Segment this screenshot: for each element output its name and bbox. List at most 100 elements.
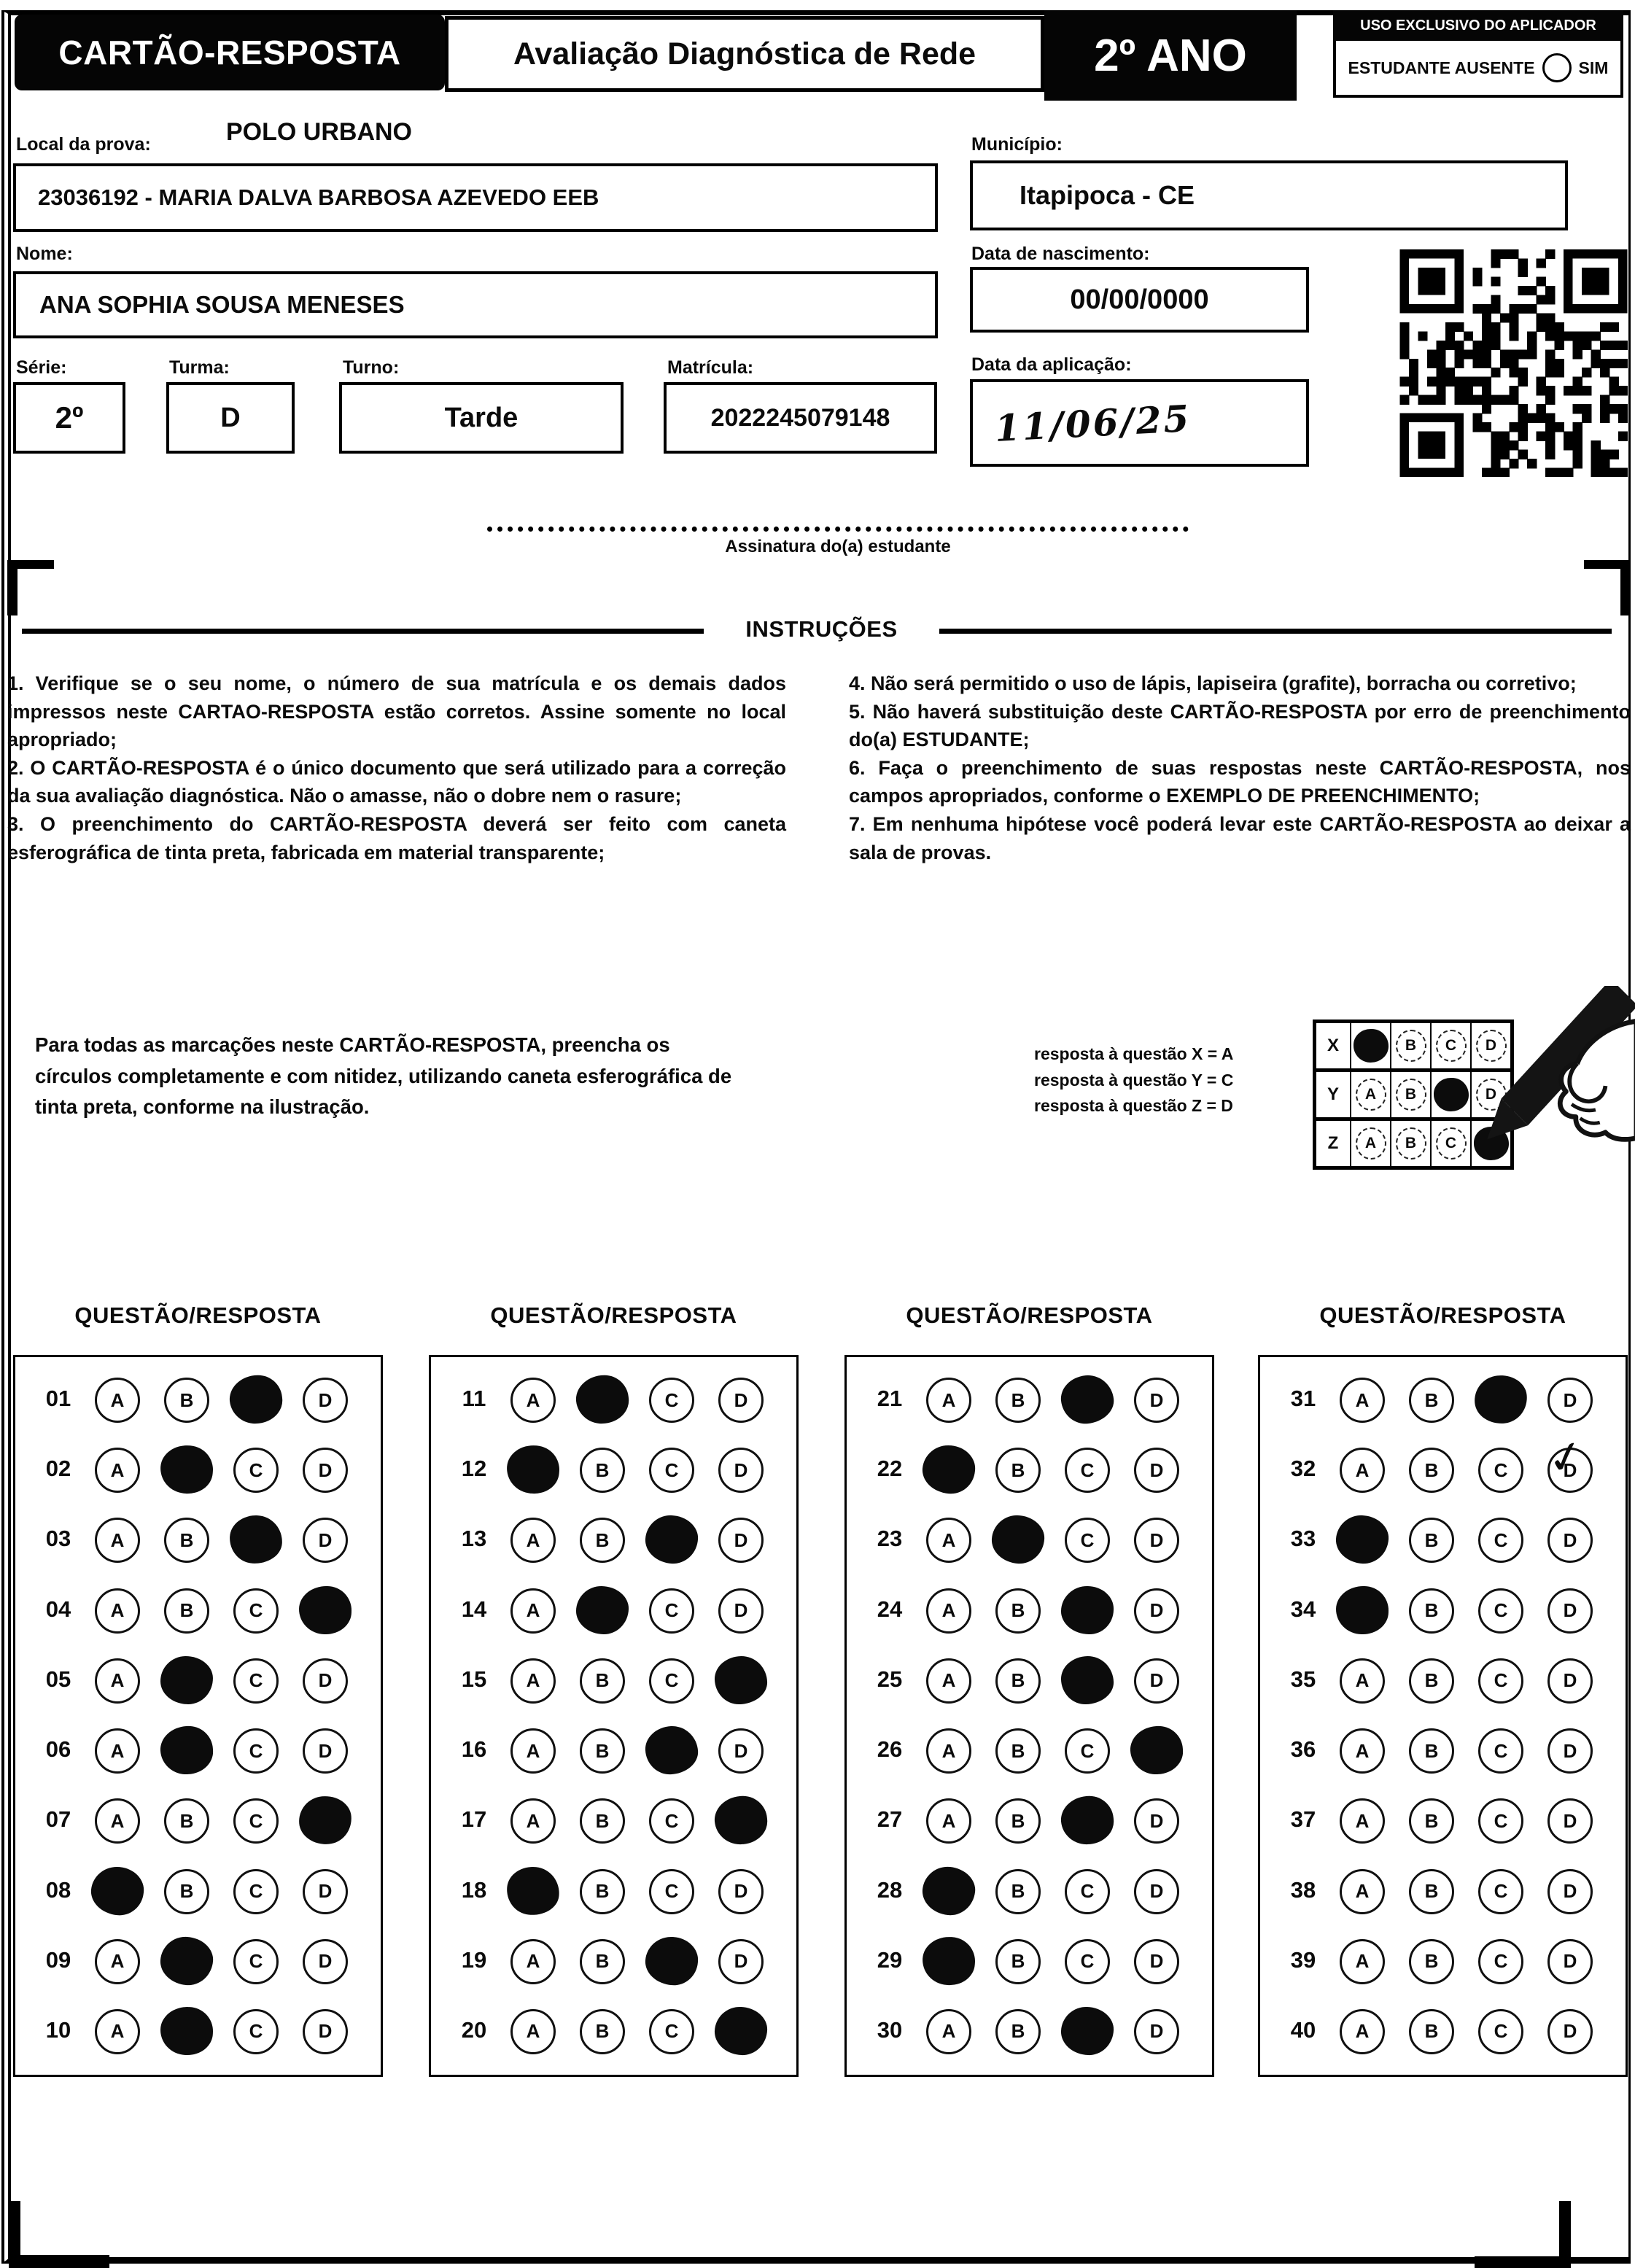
option-bubble-d[interactable]: D <box>718 1938 764 1984</box>
option-bubble-b[interactable]: B <box>164 1868 209 1914</box>
marked-bubble[interactable] <box>990 1514 1046 1566</box>
option-bubble-a[interactable]: A <box>1340 1658 1385 1704</box>
marked-bubble[interactable] <box>644 1514 699 1566</box>
option-bubble-a[interactable]: A <box>926 1798 971 1844</box>
option-bubble-c[interactable]: C <box>1478 1938 1523 1984</box>
marked-bubble[interactable] <box>920 1863 978 1918</box>
option-bubble-d[interactable]: D <box>1134 1938 1179 1984</box>
option-bubble-b[interactable]: B <box>580 1448 625 1494</box>
option-bubble-a[interactable]: A <box>95 2008 140 2054</box>
option-bubble-c[interactable]: C <box>233 1798 279 1844</box>
option-bubble-d[interactable]: D <box>303 1728 348 1774</box>
option-bubble-c[interactable]: C <box>1065 1448 1110 1494</box>
option-bubble-a[interactable]: A <box>1340 1798 1385 1844</box>
option-bubble-a[interactable]: A <box>95 1518 140 1564</box>
option-bubble-c[interactable]: C <box>1478 1448 1523 1494</box>
option-bubble-d[interactable]: D <box>1134 1448 1179 1494</box>
option-bubble-d[interactable]: D <box>1547 1938 1593 1984</box>
option-bubble-c[interactable]: C <box>233 1868 279 1914</box>
option-bubble-b[interactable]: B <box>995 1728 1041 1774</box>
marked-bubble[interactable] <box>575 1585 629 1635</box>
option-bubble-a[interactable]: A <box>1340 2008 1385 2054</box>
absent-sim-bubble[interactable] <box>1542 53 1572 82</box>
marked-bubble[interactable] <box>159 2005 214 2057</box>
option-bubble-c[interactable]: C <box>1065 1868 1110 1914</box>
option-bubble-d[interactable]: D <box>303 1658 348 1704</box>
option-bubble-a[interactable]: A <box>1340 1868 1385 1914</box>
option-bubble-b[interactable]: B <box>580 1868 625 1914</box>
aplicacao-field[interactable]: 11/06/25 <box>970 379 1309 467</box>
option-bubble-c[interactable]: C <box>233 2008 279 2054</box>
option-bubble-d[interactable]: D <box>1134 2008 1179 2054</box>
option-bubble-d[interactable]: D <box>1134 1658 1179 1704</box>
option-bubble-a[interactable]: A <box>95 1658 140 1704</box>
option-bubble-b[interactable]: B <box>580 1658 625 1704</box>
option-bubble-b[interactable]: B <box>1409 1868 1454 1914</box>
option-bubble-d[interactable]: D <box>1547 2008 1593 2054</box>
option-bubble-c[interactable]: C <box>233 1448 279 1494</box>
option-bubble-c[interactable]: C <box>649 1868 694 1914</box>
option-bubble-b[interactable]: B <box>580 1938 625 1984</box>
option-bubble-b[interactable]: B <box>1409 1728 1454 1774</box>
option-bubble-a[interactable]: A <box>95 1378 140 1423</box>
option-bubble-c[interactable]: C <box>1478 1518 1523 1564</box>
option-bubble-b[interactable]: B <box>580 1518 625 1564</box>
marked-bubble[interactable] <box>1335 1585 1389 1635</box>
option-bubble-d[interactable]: D <box>1134 1378 1179 1423</box>
option-bubble-c[interactable]: C <box>649 1658 694 1704</box>
marked-bubble[interactable] <box>160 1655 214 1705</box>
option-bubble-a[interactable]: A <box>926 1728 971 1774</box>
signature-line[interactable] <box>487 527 1189 532</box>
option-bubble-c[interactable]: C <box>233 1938 279 1984</box>
option-bubble-b[interactable]: B <box>1409 1378 1454 1423</box>
option-bubble-c[interactable]: C <box>649 1798 694 1844</box>
option-bubble-c[interactable]: C <box>649 1378 694 1423</box>
option-bubble-d[interactable]: D <box>718 1518 764 1564</box>
option-bubble-c[interactable]: C <box>1478 1868 1523 1914</box>
option-bubble-c[interactable]: C <box>649 1448 694 1494</box>
marked-bubble[interactable] <box>1059 1794 1116 1847</box>
option-bubble-b[interactable]: B <box>1409 1518 1454 1564</box>
option-bubble-a[interactable]: A <box>510 1588 556 1634</box>
option-bubble-d[interactable]: D <box>718 1588 764 1634</box>
option-bubble-b[interactable]: B <box>995 1868 1041 1914</box>
marked-bubble[interactable] <box>228 1514 284 1566</box>
marked-bubble[interactable] <box>573 1372 632 1426</box>
option-bubble-d[interactable]: D <box>303 1938 348 1984</box>
option-bubble-d[interactable]: D <box>303 1518 348 1564</box>
option-bubble-d[interactable]: D <box>1547 1728 1593 1774</box>
marked-bubble[interactable] <box>713 2005 769 2057</box>
option-bubble-c[interactable]: C <box>233 1658 279 1704</box>
option-bubble-d[interactable]: D <box>1547 1658 1593 1704</box>
option-bubble-a[interactable]: A <box>95 1588 140 1634</box>
marked-bubble[interactable] <box>920 1935 977 1987</box>
option-bubble-a[interactable]: A <box>510 1728 556 1774</box>
option-bubble-b[interactable]: B <box>1409 1448 1454 1494</box>
option-bubble-d[interactable]: D <box>718 1868 764 1914</box>
option-bubble-b[interactable]: B <box>164 1518 209 1564</box>
option-bubble-c[interactable]: C <box>1478 2008 1523 2054</box>
marked-bubble[interactable] <box>505 1443 562 1496</box>
option-bubble-d[interactable]: D <box>1134 1588 1179 1634</box>
option-bubble-c[interactable]: C <box>649 2008 694 2054</box>
option-bubble-b[interactable]: B <box>995 2008 1041 2054</box>
option-bubble-b[interactable]: B <box>1409 1588 1454 1634</box>
option-bubble-d[interactable]: D <box>1134 1868 1179 1914</box>
option-bubble-d[interactable]: D <box>303 1378 348 1423</box>
option-bubble-b[interactable]: B <box>1409 2008 1454 2054</box>
option-bubble-a[interactable]: A <box>926 1658 971 1704</box>
option-bubble-a[interactable]: A <box>1340 1728 1385 1774</box>
option-bubble-a[interactable]: A <box>510 1518 556 1564</box>
option-bubble-a[interactable]: A <box>1340 1448 1385 1494</box>
option-bubble-d[interactable]: D <box>303 1868 348 1914</box>
option-bubble-b[interactable]: B <box>164 1378 209 1423</box>
option-bubble-d[interactable]: D <box>1547 1588 1593 1634</box>
option-bubble-a[interactable]: A <box>510 1798 556 1844</box>
marked-bubble[interactable] <box>1472 1372 1530 1426</box>
option-bubble-d[interactable]: D <box>1547 1378 1593 1423</box>
option-bubble-c[interactable]: C <box>1065 1518 1110 1564</box>
marked-bubble[interactable] <box>1060 2005 1115 2057</box>
option-bubble-c[interactable]: C <box>1478 1798 1523 1844</box>
option-bubble-b[interactable]: B <box>580 1798 625 1844</box>
option-bubble-a[interactable]: A <box>1340 1378 1385 1423</box>
